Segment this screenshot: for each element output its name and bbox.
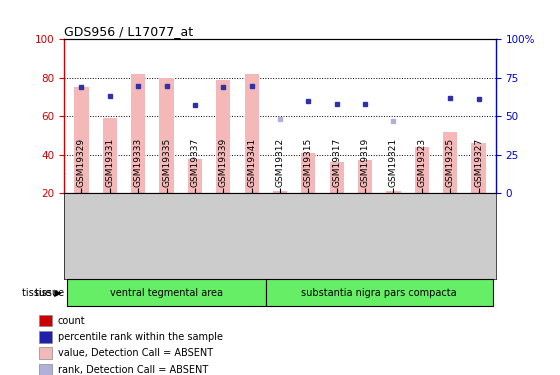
Bar [160, 78, 174, 193]
Bar [67, 279, 266, 306]
Bar [386, 191, 400, 193]
Text: ventral tegmental area: ventral tegmental area [110, 288, 223, 297]
Bar [39, 347, 53, 359]
Bar [188, 159, 202, 193]
Text: tissue: tissue [35, 288, 67, 297]
Text: count: count [58, 315, 86, 326]
Bar [472, 143, 486, 193]
Bar [415, 147, 429, 193]
Text: substantia nigra pars compacta: substantia nigra pars compacta [301, 288, 457, 297]
Text: tissue ▶: tissue ▶ [22, 288, 62, 297]
Bar [358, 160, 372, 193]
Text: percentile rank within the sample: percentile rank within the sample [58, 332, 223, 342]
Bar [131, 74, 145, 193]
Bar [216, 80, 230, 193]
Bar [39, 331, 53, 343]
Text: value, Detection Call = ABSENT: value, Detection Call = ABSENT [58, 348, 213, 358]
Bar [39, 315, 53, 326]
Bar [443, 132, 458, 193]
Bar [39, 364, 53, 375]
Text: rank, Detection Call = ABSENT: rank, Detection Call = ABSENT [58, 365, 208, 375]
Bar [102, 118, 117, 193]
Bar [74, 87, 88, 193]
Bar [273, 191, 287, 193]
Bar [245, 74, 259, 193]
Text: GDS956 / L17077_at: GDS956 / L17077_at [64, 25, 194, 38]
Bar [330, 162, 344, 193]
Bar [266, 279, 493, 306]
Bar [301, 153, 315, 193]
